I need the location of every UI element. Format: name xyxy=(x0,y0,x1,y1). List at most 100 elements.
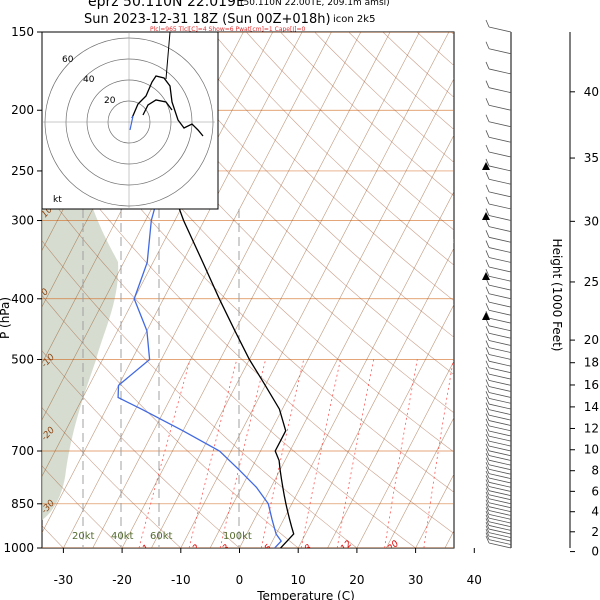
isotherm-line xyxy=(444,529,454,548)
y-tick-label: 200 xyxy=(11,103,34,117)
wind-barb-staff xyxy=(488,513,512,520)
wind-barb xyxy=(485,366,512,380)
dry-adiabat-line xyxy=(211,32,454,266)
wind-barb xyxy=(485,114,512,128)
wind-barb xyxy=(485,466,512,480)
y-tick-label: 400 xyxy=(11,292,34,306)
wind-barb-staff xyxy=(488,48,512,55)
wind-barb-staff xyxy=(488,450,512,457)
isotherm-line xyxy=(385,416,454,548)
wind-barb xyxy=(485,413,512,426)
wind-barb xyxy=(485,259,512,273)
wind-barb-flag xyxy=(485,360,490,368)
wind-barb xyxy=(485,408,512,421)
wind-barb xyxy=(485,487,512,501)
isotherm-label: 10 xyxy=(466,293,487,314)
wind-barb-flag xyxy=(485,499,490,507)
wind-barbs xyxy=(482,19,512,549)
wind-barb xyxy=(485,303,512,316)
x-tick-label: 30 xyxy=(408,573,423,587)
wind-barb-staff xyxy=(488,392,512,398)
wind-barb-flag xyxy=(485,466,490,474)
wind-barb xyxy=(485,269,512,282)
wind-barb-flag xyxy=(485,518,490,526)
height-axis-label: Height (1000 Feet) xyxy=(550,239,564,352)
wind-barb-flag xyxy=(485,240,490,248)
wind-barb-flag xyxy=(485,528,490,537)
wind-barb-flag xyxy=(485,144,490,153)
wind-barb-pennant xyxy=(482,212,490,220)
wind-barb-pennant xyxy=(482,272,490,280)
wind-barb-staff xyxy=(488,373,512,380)
wind-barb-flag xyxy=(485,366,490,375)
wind-barb-flag xyxy=(485,196,490,205)
wind-barb-flag xyxy=(485,259,490,268)
wind-barb-staff xyxy=(488,539,512,545)
wind-barb-staff xyxy=(488,301,512,308)
height-tick-label: 30 xyxy=(584,214,599,228)
title-indices: Plcl=965 Tlcl[C]=4 Show=6 Pwat[cm]=1 Cap… xyxy=(150,26,305,33)
wind-barb-flag xyxy=(485,525,490,533)
isotherm-label: -10 xyxy=(450,138,474,162)
wind-barb-flag xyxy=(485,438,490,447)
height-tick-label: 2 xyxy=(591,525,599,539)
isotherm-line xyxy=(42,32,303,534)
wind-barb-flag xyxy=(485,462,490,470)
wind-barb-flag xyxy=(485,491,490,499)
x-axis: -30 -20 -10 0 10 20 30 40 xyxy=(54,548,482,587)
height-tick-label: 16 xyxy=(584,378,599,392)
dry-adiabat-line xyxy=(42,407,182,548)
x-tick-label: -30 xyxy=(54,573,74,587)
wind-barb xyxy=(485,360,512,374)
wind-barb-flag xyxy=(485,172,490,180)
wind-barb-staff xyxy=(488,440,512,447)
wind-barb-flag xyxy=(485,130,490,138)
wind-speed-label: 60kt xyxy=(150,531,173,542)
title-model: icon 2k5 xyxy=(333,14,375,25)
wind-barb-flag xyxy=(485,98,490,106)
wind-barb-staff xyxy=(488,502,512,509)
wind-barb-staff xyxy=(488,542,512,549)
isotherm-line xyxy=(327,303,454,548)
wind-barb-staff xyxy=(488,525,512,531)
height-tick-label: 12 xyxy=(584,421,599,435)
mixing-ratio-line xyxy=(260,359,305,548)
wind-barb-staff xyxy=(488,409,512,416)
dry-adiabat-line xyxy=(143,32,454,338)
wind-barb xyxy=(485,470,512,484)
wind-barb-flag xyxy=(485,385,490,393)
dry-adiabat-line xyxy=(75,32,454,414)
wind-barb-flag xyxy=(485,158,490,167)
wind-barb xyxy=(485,475,512,488)
wind-barb-flag xyxy=(485,61,490,70)
wind-barb-staff xyxy=(488,386,512,392)
dry-adiabat-line xyxy=(246,32,454,231)
wind-barb xyxy=(485,525,512,538)
wind-speed-label: 20kt xyxy=(72,531,95,542)
wind-speed-label: 40kt xyxy=(111,531,134,542)
hodograph-unit-label: kt xyxy=(53,195,62,205)
hodograph-ring-label: 20 xyxy=(104,96,116,106)
wind-barb xyxy=(485,340,512,353)
dry-adiabat-line xyxy=(450,32,454,35)
wind-barb xyxy=(485,453,512,466)
wind-barb xyxy=(485,396,512,410)
x-tick-label: 20 xyxy=(349,573,364,587)
wind-barb xyxy=(485,528,512,542)
wind-barb xyxy=(485,80,512,94)
wind-barb xyxy=(485,514,512,528)
dry-adiabat-line xyxy=(485,32,600,548)
wind-barb-staff xyxy=(488,486,512,492)
wind-barb xyxy=(485,240,512,253)
height-tick-label: 0 xyxy=(591,545,599,559)
wind-barb-staff xyxy=(488,532,512,538)
wind-barb-flag xyxy=(485,470,490,479)
isotherm-label: 20 xyxy=(495,331,516,352)
mixing-ratio-line xyxy=(188,359,238,548)
dry-adiabat-line xyxy=(42,134,454,534)
wind-barb-flag xyxy=(485,208,490,216)
wind-barb-staff xyxy=(488,215,512,221)
dry-adiabat-line xyxy=(42,294,299,548)
wind-barb-staff xyxy=(488,403,512,410)
wind-barb-flag xyxy=(485,423,490,432)
